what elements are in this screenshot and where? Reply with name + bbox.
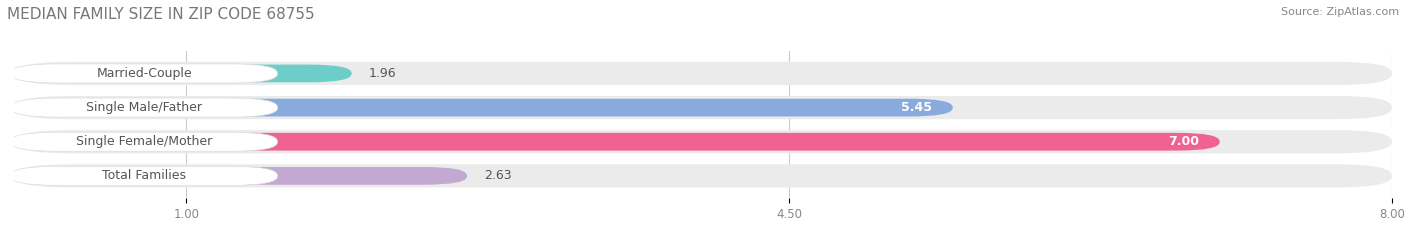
FancyBboxPatch shape [14, 99, 953, 116]
Text: 2.63: 2.63 [484, 169, 512, 182]
FancyBboxPatch shape [14, 130, 1392, 153]
FancyBboxPatch shape [14, 133, 1219, 151]
Text: Source: ZipAtlas.com: Source: ZipAtlas.com [1281, 7, 1399, 17]
Text: 1.96: 1.96 [368, 67, 396, 80]
Text: Married-Couple: Married-Couple [96, 67, 191, 80]
Text: Single Male/Father: Single Male/Father [86, 101, 202, 114]
FancyBboxPatch shape [11, 64, 277, 83]
Text: MEDIAN FAMILY SIZE IN ZIP CODE 68755: MEDIAN FAMILY SIZE IN ZIP CODE 68755 [7, 7, 315, 22]
FancyBboxPatch shape [14, 62, 1392, 85]
Text: Single Female/Mother: Single Female/Mother [76, 135, 212, 148]
Text: 7.00: 7.00 [1168, 135, 1199, 148]
FancyBboxPatch shape [11, 98, 277, 117]
Text: Total Families: Total Families [103, 169, 186, 182]
FancyBboxPatch shape [14, 167, 467, 185]
FancyBboxPatch shape [14, 164, 1392, 188]
FancyBboxPatch shape [14, 65, 352, 82]
Text: 5.45: 5.45 [901, 101, 932, 114]
FancyBboxPatch shape [11, 166, 277, 185]
FancyBboxPatch shape [11, 132, 277, 151]
FancyBboxPatch shape [14, 96, 1392, 119]
